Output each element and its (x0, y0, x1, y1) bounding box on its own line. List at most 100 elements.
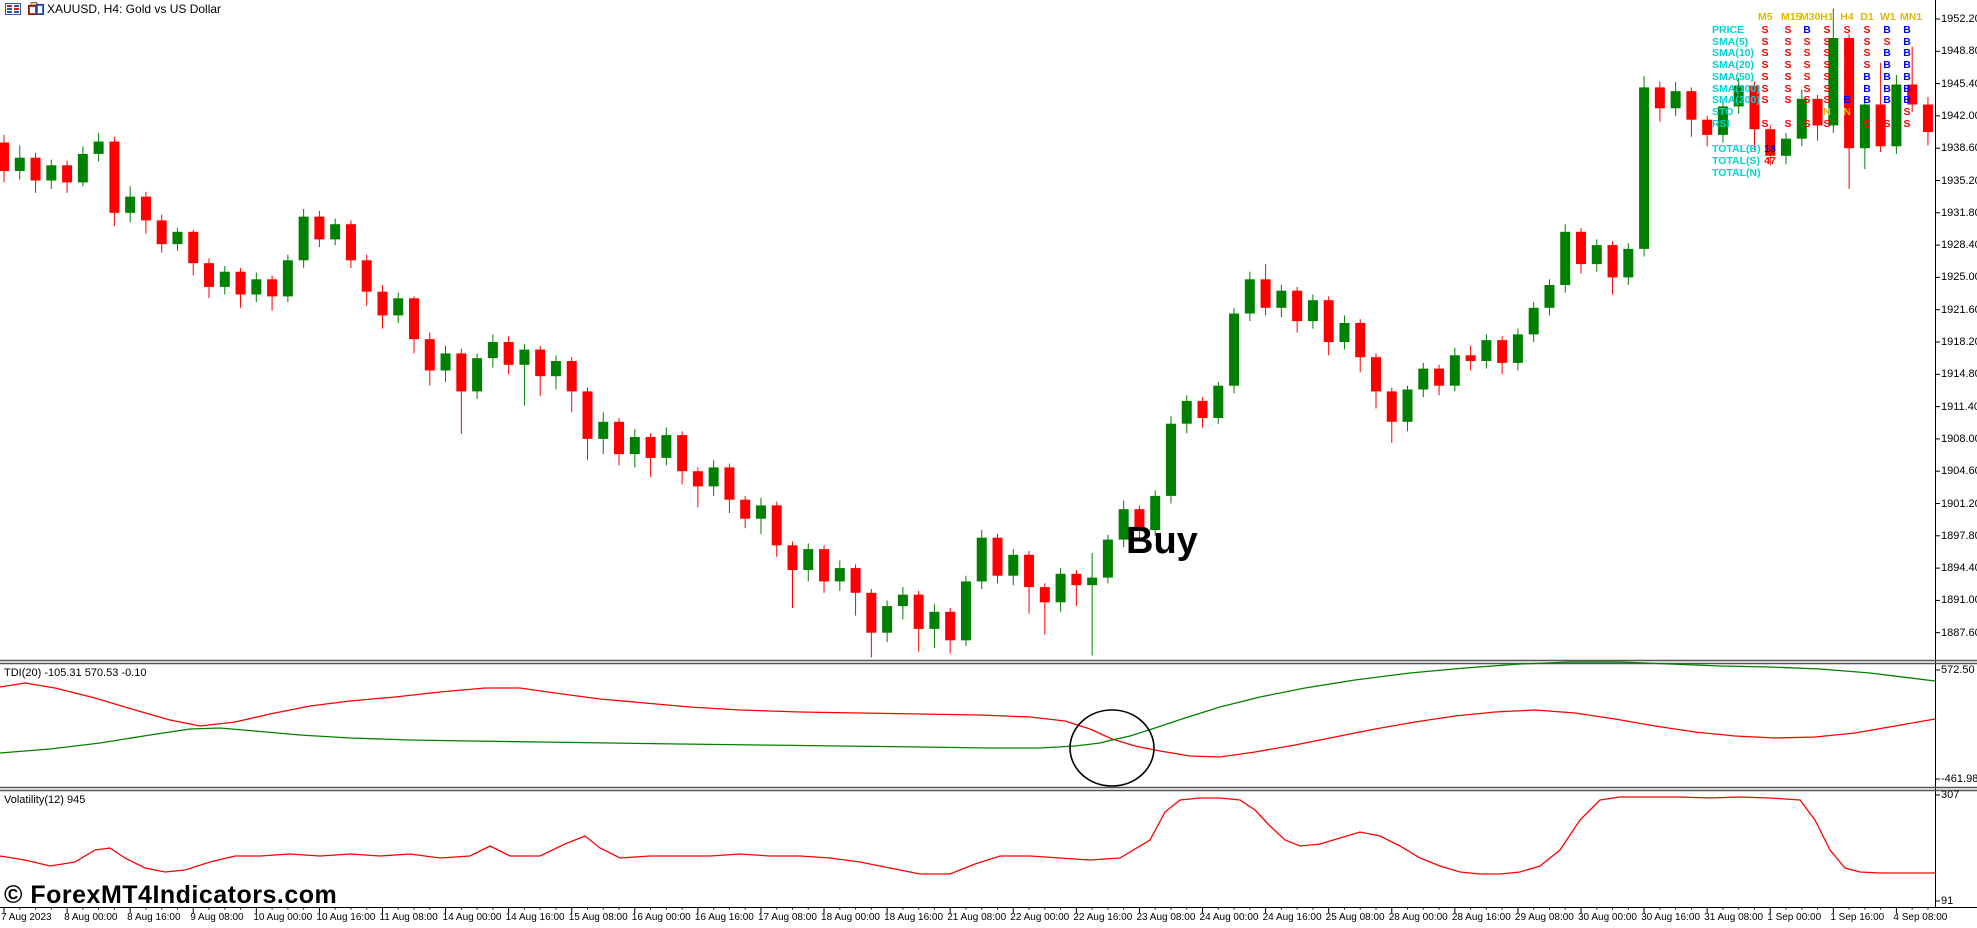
timeframe-header: H1 (1820, 11, 1834, 23)
signal-cell: S (1823, 82, 1831, 95)
signal-cell: S (1784, 82, 1792, 95)
time-axis-label: 11 Aug 08:00 (379, 912, 438, 923)
signal-cell: S (1823, 24, 1831, 36)
signal-cell: S (1803, 117, 1811, 130)
tdi-red-line (0, 682, 1936, 758)
total-row-label: TOTAL(S) (1712, 155, 1761, 167)
bear-candle (456, 353, 467, 392)
time-axis-label: 16 Aug 00:00 (631, 912, 691, 923)
bear-candle (235, 271, 246, 295)
indicator-list-icon (5, 3, 21, 15)
bull-candle (1276, 290, 1287, 308)
timeframe-header: M30 (1800, 11, 1821, 23)
bull-candle (1150, 495, 1161, 531)
tdi-indicator (0, 661, 1936, 758)
timeframe-header: W1 (1880, 11, 1896, 23)
bear-candle (819, 549, 830, 582)
bear-candle (409, 298, 420, 340)
signal-cell: B (1883, 59, 1891, 72)
bull-candle (1891, 84, 1902, 147)
bear-candle (724, 467, 735, 500)
signal-cell: S (1843, 70, 1851, 83)
signal-cell: B (1903, 94, 1911, 107)
bear-candle (535, 349, 546, 377)
bear-candle (30, 157, 41, 181)
signal-cell: B (1883, 24, 1891, 36)
subwindow-axis-label: -461.98 (1941, 773, 1977, 785)
timeframe-header: H4 (1840, 11, 1854, 23)
signal-cell: S (1863, 117, 1871, 130)
signal-cell: S (1823, 47, 1831, 60)
time-axis-label: 24 Aug 00:00 (1199, 912, 1259, 923)
time-axis-label: 18 Aug 00:00 (821, 912, 880, 923)
bear-candle (1024, 554, 1035, 588)
timeframe-header: D1 (1860, 11, 1874, 23)
total-row-label: TOTAL(B) (1712, 143, 1761, 155)
bull-candle (629, 437, 640, 455)
bear-candle (1686, 91, 1697, 120)
timeframe-header: M15 (1781, 11, 1802, 23)
bear-candle (913, 594, 924, 629)
bear-candle (1292, 290, 1303, 322)
bull-candle (1623, 248, 1634, 278)
time-axis-label: 30 Aug 16:00 (1641, 912, 1701, 923)
signal-cell: S (1863, 24, 1871, 36)
signal-cell: S (1823, 59, 1831, 72)
total-value: 18 (1764, 143, 1776, 155)
bear-candle (1907, 84, 1918, 105)
bull-candle (1670, 91, 1681, 109)
bull-candle (487, 342, 498, 359)
signal-cell: B (1883, 47, 1891, 60)
bull-candle (1008, 554, 1019, 576)
bull-candle (1181, 400, 1192, 424)
signal-cell: S (1784, 59, 1792, 72)
time-axis-label: 24 Aug 16:00 (1262, 912, 1322, 923)
bull-candle (661, 435, 672, 458)
bull-candle (1229, 313, 1240, 386)
bear-candle (1434, 368, 1445, 386)
bear-candle (503, 342, 514, 365)
bear-candle (0, 142, 9, 171)
signal-cell: B (1903, 70, 1911, 83)
bear-candle (314, 216, 325, 240)
signal-cell: S (1803, 47, 1811, 60)
bull-candle (172, 231, 183, 245)
time-axis-label: 1 Sep 16:00 (1830, 912, 1885, 923)
bear-candle (645, 437, 656, 458)
signal-row-label: SMA(5) (1712, 35, 1749, 48)
time-axis-label: 23 Aug 08:00 (1136, 912, 1196, 923)
price-axis-label: 1914.80 (1941, 368, 1977, 381)
signal-cell: S (1784, 24, 1792, 36)
time-axis-label: 28 Aug 16:00 (1451, 912, 1511, 923)
signal-cell: S (1761, 82, 1769, 95)
signal-cell: S (1903, 117, 1911, 130)
signal-cell: B (1903, 59, 1911, 72)
signal-row-label: SMA(100) (1712, 82, 1760, 95)
bear-candle (1497, 340, 1508, 363)
price-axis-label: 1894.40 (1941, 562, 1977, 575)
signal-cell: S (1761, 117, 1769, 130)
price-axis-label: 1891.00 (1941, 594, 1977, 607)
signal-cell: S (1823, 117, 1831, 130)
signal-cell: S (1784, 70, 1792, 83)
bear-candle (787, 545, 798, 570)
bull-candle (1512, 334, 1523, 363)
signal-cell: S (1843, 82, 1851, 95)
bull-candle (882, 606, 893, 633)
signal-row-label: SMA(200) (1712, 94, 1760, 107)
volatility-indicator (0, 796, 1935, 875)
bull-candle (219, 271, 230, 287)
bear-candle (188, 231, 199, 264)
signal-cell: B (1863, 94, 1871, 107)
price-axis-label: 1908.00 (1941, 432, 1977, 445)
price-axis-label: 1897.80 (1941, 529, 1977, 542)
signal-cell: S (1803, 59, 1811, 72)
signal-cell: B (1903, 47, 1911, 60)
bull-candle (1591, 245, 1602, 265)
bull-candle (1055, 573, 1066, 603)
bear-candle (1875, 104, 1886, 147)
time-axis-label: 10 Aug 00:00 (253, 912, 313, 923)
